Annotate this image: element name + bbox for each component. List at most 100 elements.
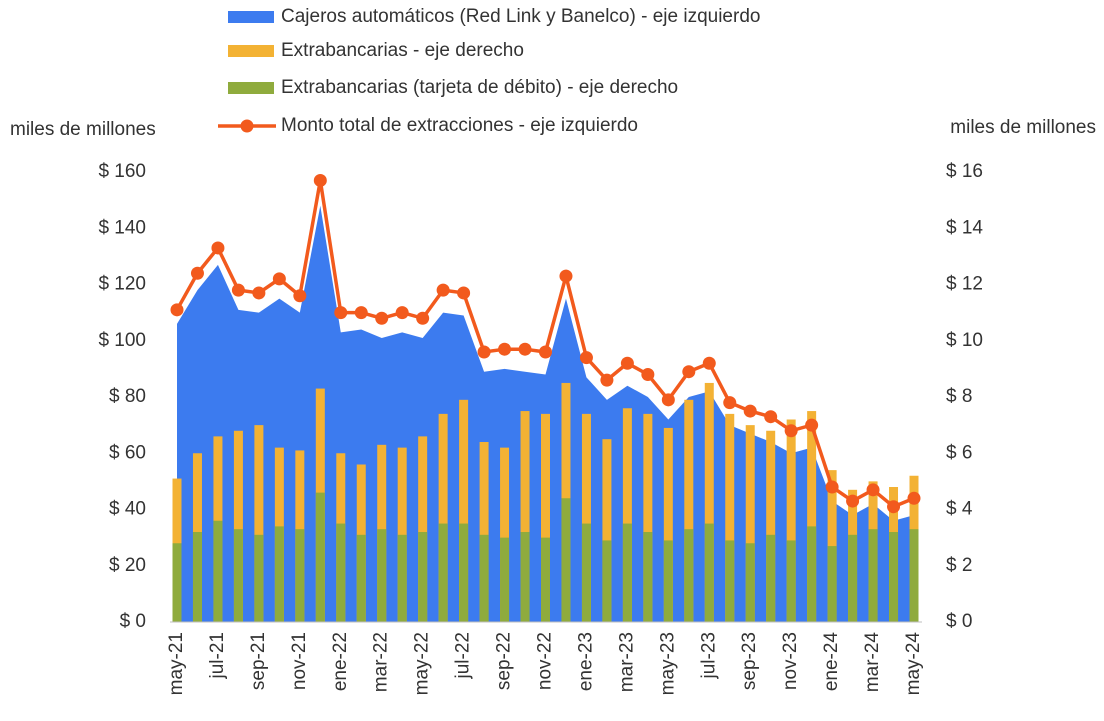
line-marker — [846, 494, 860, 508]
x-tick-label: may-23 — [657, 632, 678, 695]
y-tick-label: $ 100 — [98, 330, 146, 351]
bar — [438, 523, 448, 622]
x-tick-label: ene-23 — [575, 632, 596, 691]
bar — [684, 529, 694, 622]
line-marker — [887, 500, 901, 514]
bar — [336, 523, 346, 622]
bar — [520, 411, 530, 622]
x-tick-label: sep-23 — [739, 632, 760, 690]
line-marker — [313, 173, 327, 187]
bar — [561, 498, 571, 622]
bar — [397, 534, 407, 622]
x-tick-label: nov-23 — [780, 632, 801, 690]
bar — [438, 413, 448, 622]
bar — [581, 413, 591, 622]
bar — [745, 425, 755, 622]
bar — [725, 540, 735, 622]
legend-handle — [228, 45, 274, 57]
bar — [643, 413, 653, 622]
line-marker — [620, 356, 634, 370]
y2-tick-label: $ 2 — [946, 555, 972, 576]
y2-tick-label: $ 14 — [946, 217, 983, 238]
line-marker — [375, 311, 389, 325]
legend-handle — [228, 82, 274, 94]
bar — [684, 399, 694, 622]
bar — [807, 526, 817, 622]
y-tick-label: $ 40 — [109, 499, 146, 520]
bar — [807, 411, 817, 622]
bar — [233, 529, 243, 622]
line-marker — [682, 365, 696, 379]
bar — [663, 427, 673, 622]
line-marker — [661, 393, 675, 407]
bar — [602, 439, 612, 622]
line-marker — [498, 342, 512, 356]
bar — [213, 520, 223, 622]
bar — [315, 492, 325, 622]
bar — [377, 529, 387, 622]
bar — [479, 534, 489, 622]
bar — [622, 408, 632, 622]
line-marker — [477, 345, 491, 359]
x-tick-label: mar-23 — [616, 632, 637, 692]
bar — [889, 532, 899, 622]
x-tick-label: may-21 — [166, 632, 187, 695]
y2-tick-label: $ 4 — [946, 499, 973, 520]
x-tick-label: may-22 — [412, 632, 433, 695]
line-marker — [825, 480, 839, 494]
bar — [274, 526, 284, 622]
bar — [622, 523, 632, 622]
line-marker — [559, 269, 573, 283]
line-marker — [764, 410, 778, 424]
legend-label: Extrabancarias - eje derecho — [281, 40, 524, 61]
bar — [766, 534, 776, 622]
bar — [827, 546, 837, 622]
bar — [745, 543, 755, 622]
line-marker — [170, 303, 184, 317]
bar — [192, 532, 202, 622]
line-marker — [231, 283, 245, 297]
bar — [295, 529, 305, 622]
bar — [643, 532, 653, 622]
legend-label: Extrabancarias (tarjeta de débito) - eje… — [281, 77, 678, 98]
line-marker — [805, 418, 819, 432]
bar — [520, 532, 530, 622]
line-marker — [907, 491, 921, 505]
legend-handle — [228, 11, 274, 23]
x-tick-label: sep-22 — [494, 632, 515, 690]
line-marker — [457, 286, 471, 300]
legend-label: Monto total de extracciones - eje izquie… — [281, 115, 638, 136]
x-tick-label: jul-21 — [207, 632, 228, 679]
line-marker — [293, 289, 307, 303]
x-tick-label: may-24 — [903, 632, 924, 696]
y2-axis-label: miles de millones — [950, 117, 1096, 138]
line-marker — [190, 266, 204, 280]
line-marker — [252, 286, 266, 300]
bar — [541, 537, 550, 622]
bar — [786, 419, 796, 622]
bar — [704, 382, 714, 622]
line-marker — [436, 283, 450, 297]
x-tick-label: nov-22 — [535, 632, 556, 690]
bar — [356, 534, 366, 622]
line-marker — [579, 351, 593, 365]
line-marker — [600, 373, 614, 387]
line-marker — [272, 272, 286, 286]
y-tick-label: $ 0 — [120, 611, 146, 632]
bar — [418, 436, 428, 622]
bar — [602, 540, 612, 622]
y-tick-label: $ 60 — [109, 442, 146, 463]
y-axis-label: miles de millones — [10, 119, 156, 140]
x-tick-label: jul-22 — [453, 632, 474, 679]
x-tick-label: ene-24 — [821, 632, 842, 692]
bar — [254, 425, 264, 622]
bar — [500, 447, 510, 622]
x-tick-label: sep-21 — [248, 632, 269, 690]
line-marker — [518, 342, 532, 356]
line-marker — [395, 306, 409, 320]
line-marker — [416, 311, 430, 325]
legend-label: Cajeros automáticos (Red Link y Banelco)… — [281, 6, 760, 27]
x-tick-label: ene-22 — [330, 632, 351, 691]
bar — [581, 523, 591, 622]
